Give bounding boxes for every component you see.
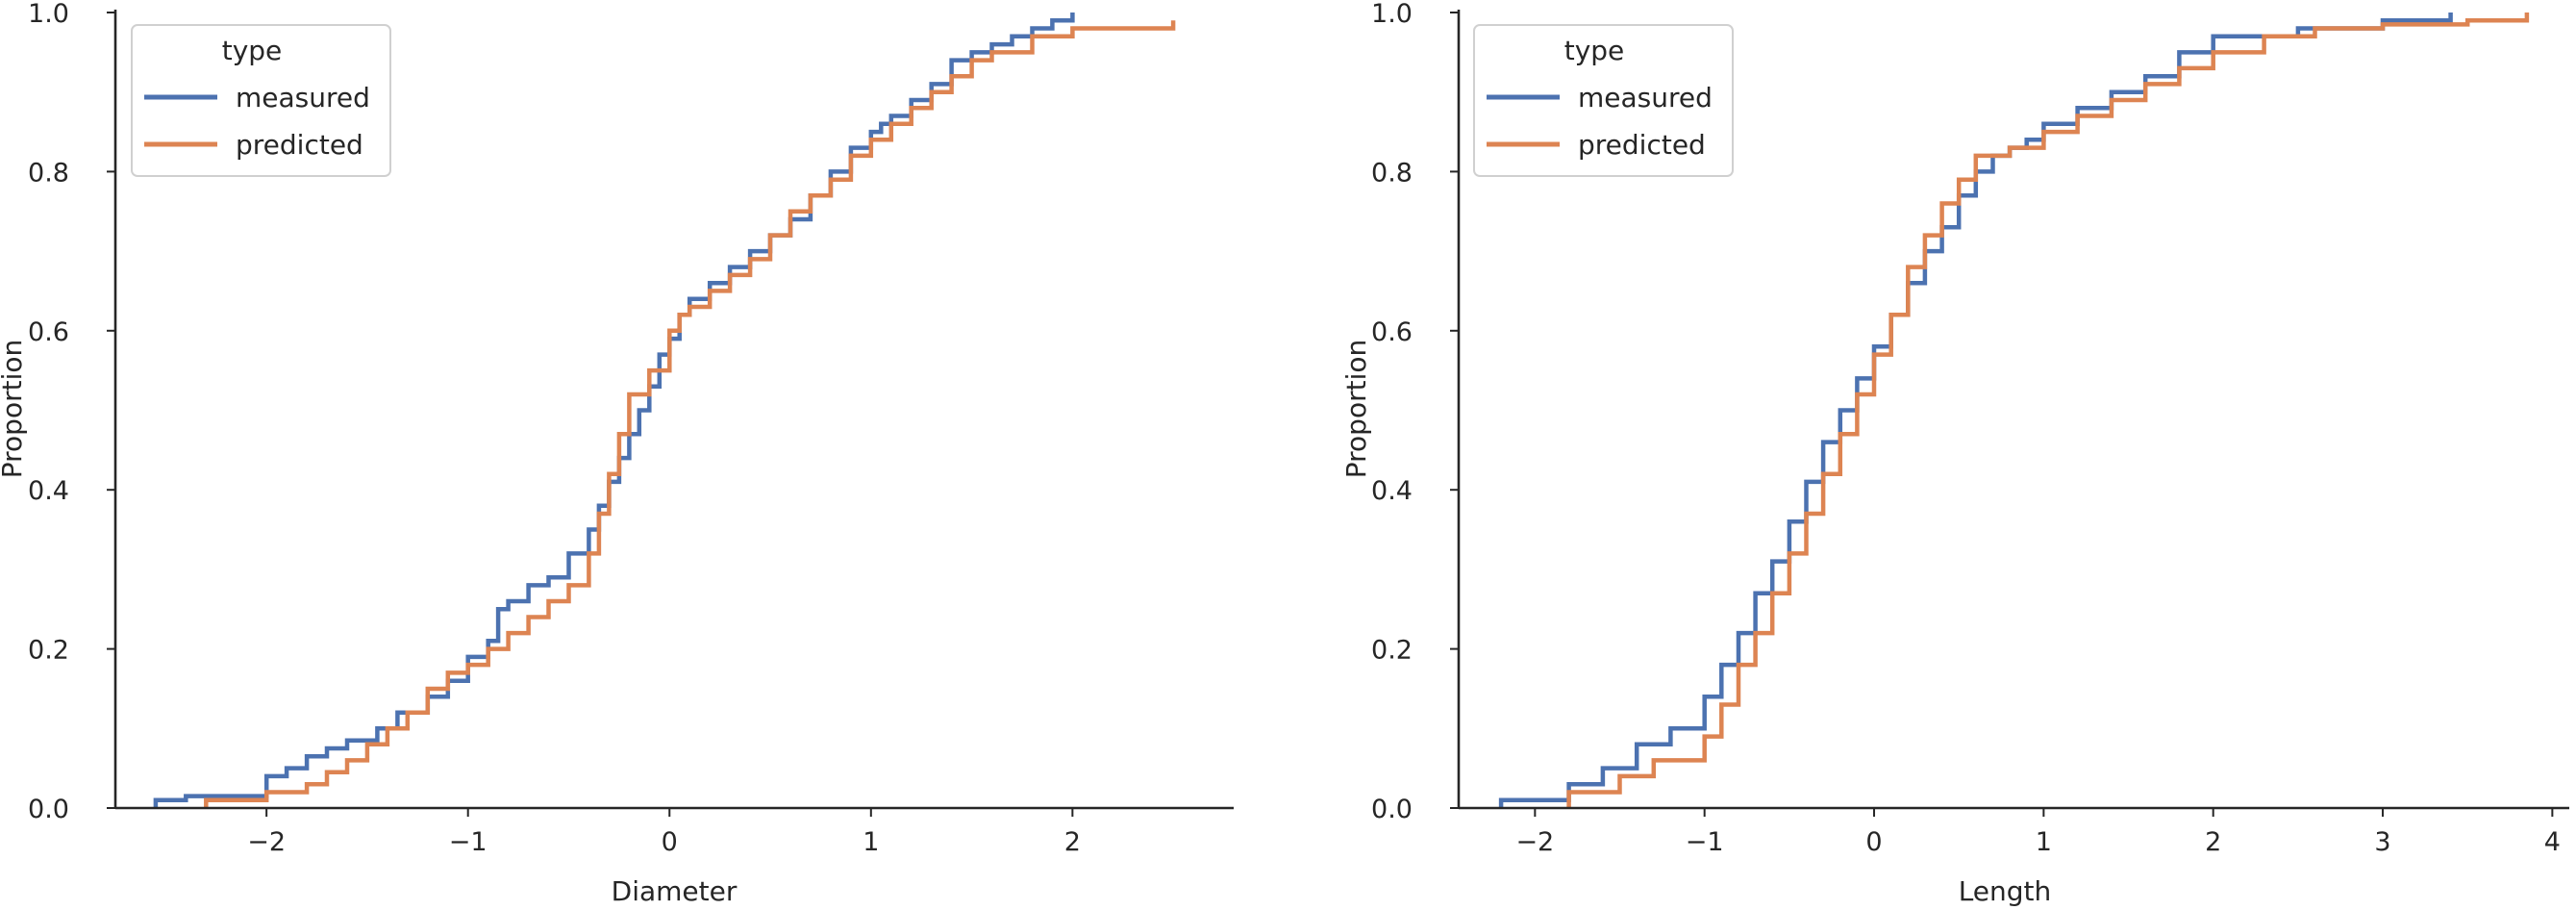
ecdf-line-predicted [204,20,1176,808]
x-tick-label: 2 [1064,827,1081,857]
x-axis-label: Diameter [612,875,738,907]
y-tick-label: 0.4 [28,476,69,506]
y-tick-label: 0.4 [1371,476,1413,506]
legend-frame [1473,24,1734,177]
y-tick-label: 0.8 [1371,158,1413,188]
legend-title: type [1564,35,1625,66]
y-tick-label: 0.0 [28,795,69,824]
legend-label-predicted: predicted [236,129,363,161]
legend-label-measured: measured [1578,82,1713,114]
x-tick-label: 2 [2205,827,2221,857]
x-axis-label: Length [1959,875,2052,907]
x-tick-label: 4 [2544,827,2561,857]
x-tick-layer: −2 −1 0 1 2 [247,808,1081,857]
x-tick-label: 1 [863,827,879,857]
y-tick-label: 0.8 [28,158,69,188]
ecdf-line-predicted [1566,13,2530,808]
legend-title: type [222,35,283,66]
x-tick-label: −1 [449,827,488,857]
legend-label-predicted: predicted [1578,129,1706,161]
y-tick-layer: 0.0 0.2 0.4 0.6 0.8 1.0 [28,0,115,824]
y-axis-label: Proportion [0,340,28,478]
y-tick-label: 0.6 [1371,317,1413,347]
x-tick-label: 3 [2374,827,2390,857]
x-tick-layer: −2 −1 0 1 2 3 4 [1515,808,2561,857]
ecdf-panel-diameter: −2 −1 0 1 2 0.0 0.2 0.4 0.6 0.8 1.0 Diameter Prop… [0,0,1234,907]
ecdf-line-measured [153,13,1075,808]
x-tick-label: −1 [1686,827,1724,857]
y-tick-label: 0.0 [1371,795,1413,824]
series-layer [153,13,1176,808]
x-tick-label: −2 [1515,827,1554,857]
y-tick-label: 0.6 [28,317,69,347]
y-tick-label: 1.0 [28,0,69,29]
x-tick-label: 0 [662,827,678,857]
x-tick-label: 1 [2036,827,2052,857]
legend: type measured predicted [1473,24,1734,177]
y-tick-label: 0.2 [1371,636,1413,666]
legend: type measured predicted [131,24,391,177]
legend-label-measured: measured [236,82,370,114]
ecdf-panel-length: −2 −1 0 1 2 3 4 0.0 0.2 0.4 0.6 0.8 1.0 Length Prop… [1340,0,2569,907]
y-axis-label: Proportion [1340,340,1372,478]
y-tick-label: 0.2 [28,636,69,666]
series-layer [1498,13,2530,808]
y-tick-layer: 0.0 0.2 0.4 0.6 0.8 1.0 [1371,0,1459,824]
y-tick-label: 1.0 [1371,0,1413,29]
x-tick-label: 0 [1865,827,1882,857]
x-tick-label: −2 [247,827,286,857]
legend-frame [131,24,391,177]
